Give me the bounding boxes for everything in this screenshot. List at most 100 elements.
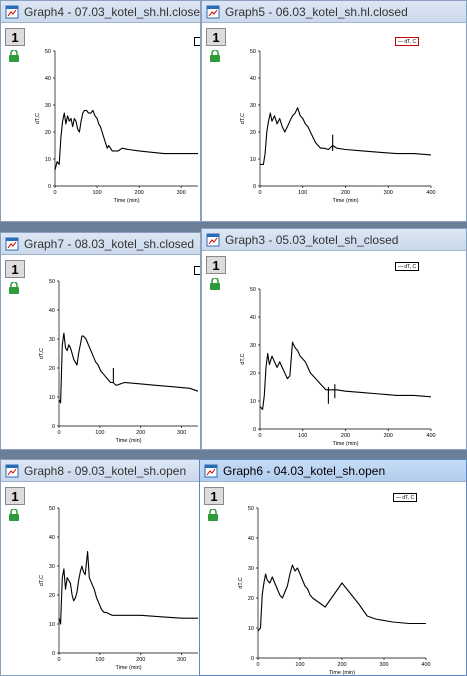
legend-box[interactable]: — dT, C bbox=[393, 493, 418, 502]
graph-window-graph8[interactable]: Graph8 - 09.03_kotel_sh.open 1 0 10 20 30 40… bbox=[0, 459, 201, 676]
x-tick-label: 400 bbox=[426, 433, 435, 439]
graph-client[interactable]: 1 0 10 20 30 40 50 0 100 200 300 Time (min) dT,C bbox=[1, 482, 200, 675]
lock-icon[interactable] bbox=[208, 278, 222, 290]
y-tick-label: 10 bbox=[248, 626, 254, 632]
y-axis-label: dT,C bbox=[35, 113, 41, 124]
y-axis-label: dT,C bbox=[238, 577, 244, 588]
plot-area[interactable]: 0 10 20 30 40 50 0 100 200 300 Time (min) dT,C bbox=[1, 23, 201, 222]
y-tick-label: 20 bbox=[250, 371, 256, 377]
window-title: Graph3 - 05.03_kotel_sh_closed bbox=[225, 232, 399, 247]
legend-box[interactable] bbox=[194, 37, 200, 46]
lock-icon[interactable] bbox=[7, 50, 21, 62]
series-line-dt bbox=[259, 341, 432, 410]
series-line-dt bbox=[257, 564, 426, 632]
y-tick-label: 20 bbox=[250, 130, 256, 136]
x-tick-label: 100 bbox=[92, 190, 101, 196]
graph-window-graph3[interactable]: Graph3 - 05.03_kotel_sh_closed 1 0 10 20 30… bbox=[201, 228, 467, 450]
y-tick-label: 30 bbox=[248, 566, 254, 572]
window-title: Graph5 - 06.03_kotel_sh.hl.closed bbox=[225, 4, 408, 19]
y-tick-label: 50 bbox=[49, 279, 55, 285]
window-title: Graph4 - 07.03_kotel_sh.hl.closed bbox=[24, 4, 201, 19]
window-title: Graph6 - 04.03_kotel_sh.open bbox=[223, 463, 386, 478]
y-tick-label: 10 bbox=[49, 395, 55, 401]
y-tick-label: 50 bbox=[250, 287, 256, 293]
y-tick-label: 10 bbox=[250, 157, 256, 163]
layer-indicator[interactable]: 1 bbox=[206, 256, 226, 274]
y-tick-label: 10 bbox=[45, 157, 51, 163]
lock-icon[interactable] bbox=[7, 282, 21, 294]
y-tick-label: 30 bbox=[49, 564, 55, 570]
window-titlebar[interactable]: Graph5 - 06.03_kotel_sh.hl.closed bbox=[202, 1, 466, 23]
y-tick-label: 50 bbox=[45, 49, 51, 55]
y-axis-label: dT,C bbox=[39, 348, 45, 359]
y-tick-label: 0 bbox=[251, 656, 254, 662]
y-tick-label: 50 bbox=[49, 506, 55, 512]
graph-window-graph5[interactable]: Graph5 - 06.03_kotel_sh.hl.closed 1 0 10 2… bbox=[201, 0, 467, 222]
y-axis-label: dT,C bbox=[240, 113, 246, 124]
graph-app-icon bbox=[5, 237, 19, 250]
plot-area[interactable]: 0 10 20 30 40 50 0 100 200 300 400 Time (min) dT,C bbox=[202, 251, 467, 450]
x-tick-label: 400 bbox=[421, 662, 430, 668]
graph-window-graph6[interactable]: Graph6 - 04.03_kotel_sh.open 1 0 10 20 30 40… bbox=[199, 459, 467, 676]
y-tick-label: 30 bbox=[45, 103, 51, 109]
graph-client[interactable]: 1 0 10 20 30 40 50 0 100 200 300 Time (min) dT,C bbox=[1, 23, 200, 221]
graph-app-icon bbox=[206, 5, 220, 18]
graph-client[interactable]: 1 0 10 20 30 40 50 0 100 200 300 400 Time (min) dT,C… bbox=[200, 482, 466, 675]
x-tick-label: 300 bbox=[384, 190, 393, 196]
window-titlebar[interactable]: Graph3 - 05.03_kotel_sh_closed bbox=[202, 229, 466, 251]
window-titlebar[interactable]: Graph8 - 09.03_kotel_sh.open bbox=[1, 460, 200, 482]
graph-app-icon bbox=[204, 464, 218, 477]
x-tick-label: 100 bbox=[295, 662, 304, 668]
plot-area[interactable]: 0 10 20 30 40 50 0 100 200 300 400 Time (min) dT,C bbox=[200, 482, 467, 676]
x-tick-label: 0 bbox=[57, 657, 60, 663]
plot-area[interactable]: 0 10 20 30 40 50 0 100 200 300 Time (min) dT,C bbox=[1, 255, 201, 450]
y-axis-label: dT,C bbox=[39, 575, 45, 586]
layer-indicator[interactable]: 1 bbox=[5, 28, 25, 46]
plot-area[interactable]: 0 10 20 30 40 50 0 100 200 300 400 Time (min) dT,C bbox=[202, 23, 467, 222]
graph-client[interactable]: 1 0 10 20 30 40 50 0 100 200 300 400 Time (min) dT,C… bbox=[202, 251, 466, 449]
legend-box[interactable]: — dT, C bbox=[395, 262, 420, 271]
y-tick-label: 0 bbox=[52, 424, 55, 430]
graph-client[interactable]: 1 0 10 20 30 40 50 0 100 200 300 Time (min) dT,C bbox=[1, 255, 200, 449]
y-tick-label: 0 bbox=[48, 184, 51, 190]
series-line-dt bbox=[260, 107, 432, 165]
y-tick-label: 0 bbox=[253, 427, 256, 433]
x-tick-label: 0 bbox=[57, 430, 60, 436]
lock-icon[interactable] bbox=[206, 509, 220, 521]
layer-indicator[interactable]: 1 bbox=[204, 487, 224, 505]
plot-area[interactable]: 0 10 20 30 40 50 0 100 200 300 Time (min) dT,C bbox=[1, 482, 201, 676]
legend-box[interactable] bbox=[194, 266, 200, 275]
graph-app-icon bbox=[5, 5, 19, 18]
x-tick-label: 200 bbox=[341, 190, 350, 196]
layer-indicator[interactable]: 1 bbox=[5, 260, 25, 278]
x-tick-label: 200 bbox=[136, 657, 145, 663]
x-axis-label: Time (min) bbox=[332, 198, 358, 204]
graph-window-graph7[interactable]: Graph7 - 08.03_kotel_sh.closed 1 0 10 20 30… bbox=[0, 232, 201, 450]
y-tick-label: 0 bbox=[253, 184, 256, 190]
y-tick-label: 30 bbox=[250, 343, 256, 349]
legend-box[interactable]: — dT, C bbox=[395, 37, 420, 46]
y-tick-label: 0 bbox=[52, 651, 55, 657]
x-tick-label: 300 bbox=[177, 190, 186, 196]
x-tick-label: 300 bbox=[177, 430, 186, 436]
graph-window-graph4[interactable]: Graph4 - 07.03_kotel_sh.hl.closed 1 0 10 2… bbox=[0, 0, 201, 222]
window-titlebar[interactable]: Graph6 - 04.03_kotel_sh.open bbox=[200, 460, 466, 482]
x-tick-label: 100 bbox=[95, 657, 104, 663]
window-titlebar[interactable]: Graph4 - 07.03_kotel_sh.hl.closed bbox=[1, 1, 200, 23]
window-titlebar[interactable]: Graph7 - 08.03_kotel_sh.closed bbox=[1, 233, 200, 255]
lock-icon[interactable] bbox=[7, 509, 21, 521]
x-axis-label: Time (min) bbox=[115, 665, 141, 671]
y-tick-label: 10 bbox=[49, 622, 55, 628]
y-tick-label: 40 bbox=[248, 536, 254, 542]
x-tick-label: 0 bbox=[53, 190, 56, 196]
x-tick-label: 300 bbox=[177, 657, 186, 663]
x-tick-label: 0 bbox=[256, 662, 259, 668]
y-tick-label: 40 bbox=[45, 76, 51, 82]
lock-icon[interactable] bbox=[208, 50, 222, 62]
x-axis-label: Time (min) bbox=[113, 198, 139, 204]
layer-indicator[interactable]: 1 bbox=[5, 487, 25, 505]
x-axis-label: Time (min) bbox=[332, 441, 358, 447]
graph-client[interactable]: 1 0 10 20 30 40 50 0 100 200 300 400 Time (min) dT,C… bbox=[202, 23, 466, 221]
layer-indicator[interactable]: 1 bbox=[206, 28, 226, 46]
x-tick-label: 100 bbox=[298, 433, 307, 439]
